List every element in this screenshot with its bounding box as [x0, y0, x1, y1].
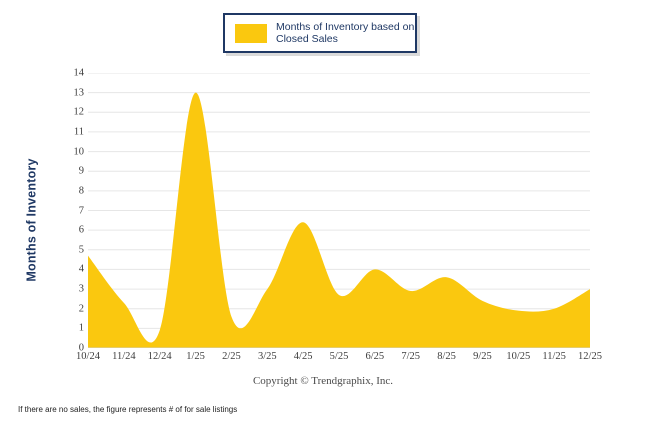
x-axis-tick-labels: 10/24 11/24 12/24 1/25 2/25 3/25 4/25 5/25 6/25 7…: [76, 351, 602, 367]
footnote-text: If there are no sales, the figure repres…: [18, 405, 238, 414]
x-axis-tick-label: 7/25: [401, 351, 421, 362]
x-axis-tick-label: 6/25: [365, 351, 385, 362]
y-axis-tick-label: 3: [78, 283, 84, 295]
chart-legend: Months of Inventory based on Closed Sale…: [223, 13, 417, 53]
x-axis-tick-label: 12/24: [147, 351, 172, 362]
x-axis-tick-label: 8/25: [437, 351, 456, 362]
x-axis-tick-label: 10/25: [506, 351, 531, 362]
plot-area: [88, 73, 590, 348]
y-axis-tick-label: 1: [78, 322, 84, 334]
y-axis-tick-label: 12: [73, 106, 85, 118]
gridlines: [88, 73, 590, 348]
y-axis-tick-label: 6: [78, 224, 84, 236]
y-axis-tick-label: 7: [78, 205, 84, 216]
y-axis-tick-label: 13: [73, 87, 85, 99]
y-axis-tick-label: 5: [78, 244, 84, 256]
y-axis-title-text: Months of Inventory: [25, 158, 39, 282]
legend-label: Months of Inventory based on Closed Sale…: [276, 20, 415, 46]
x-axis-tick-label: 3/25: [257, 351, 277, 362]
x-axis-tick-label: 5/25: [329, 351, 349, 362]
y-axis-tick-label: 10: [73, 146, 85, 158]
x-axis-tick-label: 10/24: [76, 351, 100, 362]
y-axis-tick-label: 11: [73, 126, 84, 138]
y-axis-tick-labels: 0 1 2 3 4 5 6 7 8 9 10 11 12 13 14: [56, 68, 85, 354]
y-axis-tick-label: 0: [78, 342, 84, 354]
y-axis-tick-label: 2: [78, 303, 84, 315]
x-axis-tick-label: 4/25: [293, 351, 313, 362]
legend-color-swatch: [235, 23, 267, 43]
x-axis-tick-label: 2/25: [222, 351, 241, 362]
x-axis-tick-label: 9/25: [473, 351, 492, 362]
y-axis-tick-label: 4: [78, 263, 84, 275]
y-axis-title: Months of Inventory: [22, 130, 42, 310]
area-series-svg: [88, 73, 590, 348]
y-axis-tick-label: 8: [78, 185, 84, 197]
x-axis-tick-label: 1/25: [186, 351, 205, 362]
y-axis-tick-label: 9: [78, 165, 84, 177]
copyright-text: Copyright © Trendgraphix, Inc.: [252, 375, 394, 387]
area-series-path: [88, 92, 590, 348]
y-axis-tick-label: 14: [73, 67, 85, 79]
x-axis-tick-label: 11/25: [542, 351, 566, 362]
x-axis-tick-label: 11/24: [112, 351, 136, 362]
x-axis-tick-label: 12/25: [578, 351, 602, 362]
